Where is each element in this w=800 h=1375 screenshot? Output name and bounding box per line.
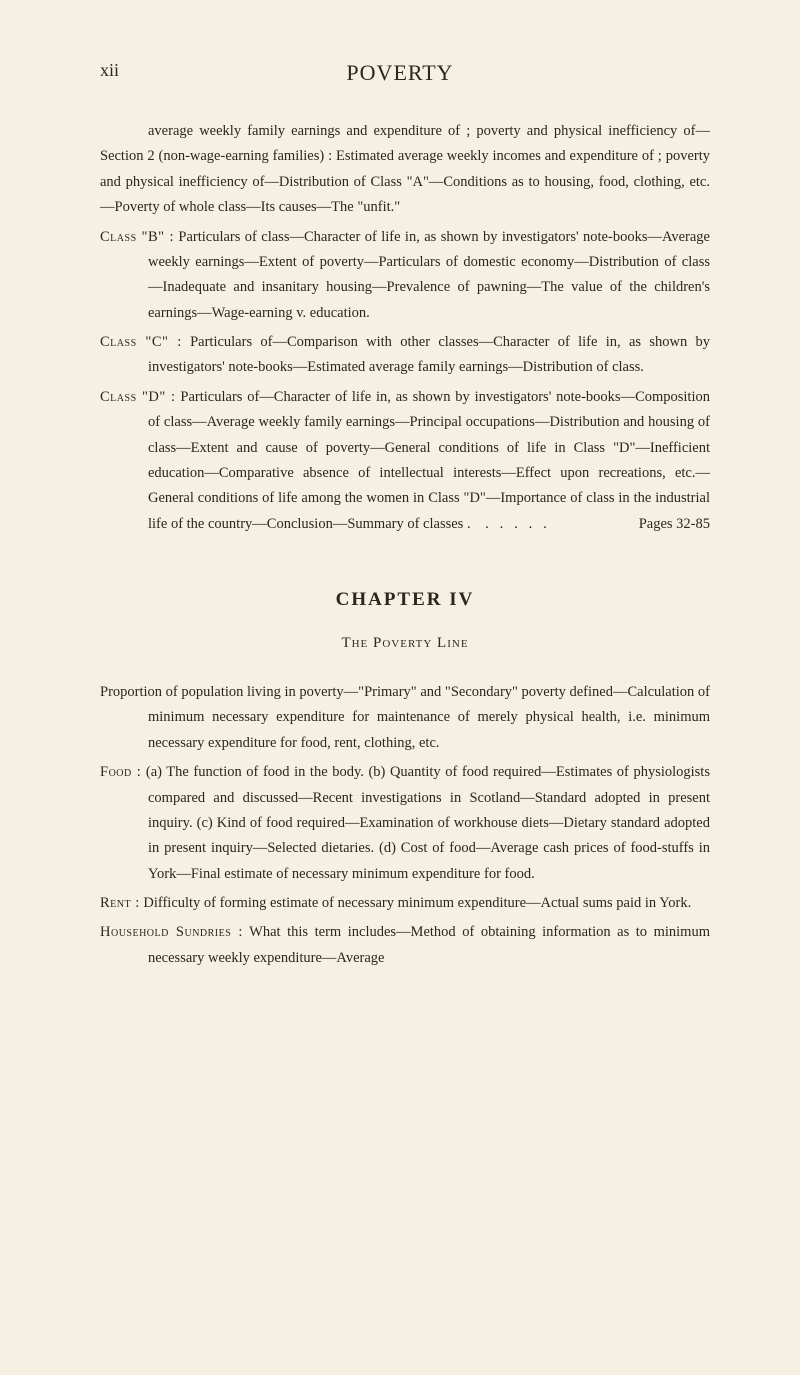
class-b-text: Particulars of class—Character of life i…	[148, 229, 710, 321]
household-paragraph: Household Sundries : What this term incl…	[100, 920, 710, 971]
rent-paragraph: Rent : Difficulty of forming estimate of…	[100, 891, 710, 916]
class-c-text: Particulars of—Comparison with other cla…	[148, 334, 710, 375]
food-label: Food :	[100, 764, 141, 780]
rent-label: Rent :	[100, 895, 140, 911]
class-d-paragraph: Class "D" : Particulars of—Character of …	[100, 385, 710, 537]
chapter-subtitle: The Poverty Line	[100, 635, 710, 652]
class-c-label: Class "C" :	[100, 334, 182, 350]
page-header: xii POVERTY	[100, 60, 710, 81]
food-text: (a) The function of food in the body. (b…	[141, 764, 710, 882]
book-title: POVERTY	[346, 60, 453, 86]
food-paragraph: Food : (a) The function of food in the b…	[100, 760, 710, 887]
class-c-paragraph: Class "C" : Particulars of—Comparison wi…	[100, 330, 710, 381]
proportion-paragraph: Proportion of population living in pover…	[100, 680, 710, 756]
page-number: xii	[100, 60, 119, 81]
class-d-text: Particulars of—Character of life in, as …	[148, 389, 710, 532]
chapter-heading: CHAPTER IV	[100, 589, 710, 611]
household-label: Household Sundries :	[100, 924, 243, 940]
rent-text: Difficulty of forming estimate of necess…	[140, 895, 691, 911]
class-d-pages: Pages 32-85	[687, 512, 710, 537]
class-b-paragraph: Class "B" : Particulars of class—Charact…	[100, 225, 710, 327]
class-b-label: Class "B" :	[100, 229, 174, 245]
class-d-label: Class "D" :	[100, 389, 176, 405]
intro-paragraph: average weekly family earnings and expen…	[100, 119, 710, 221]
